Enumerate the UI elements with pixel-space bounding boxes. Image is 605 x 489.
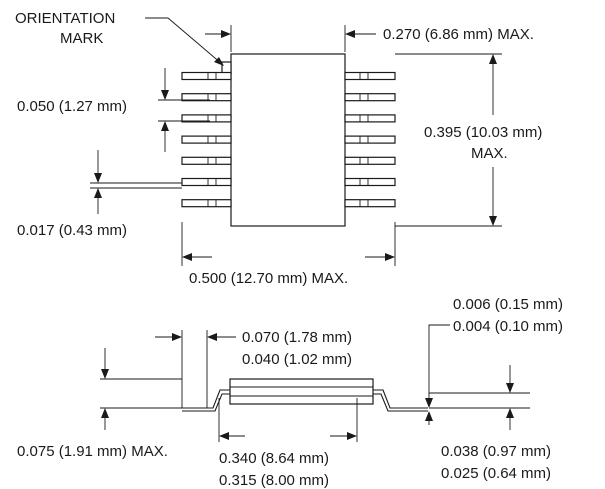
body-span-label-line2: 0.315 (8.00 mm) bbox=[219, 472, 329, 489]
side-view: 0.075 (1.91 mm) MAX. 0.070 (1.78 mm) 0.0… bbox=[17, 296, 563, 489]
body-height-dimension bbox=[155, 333, 236, 341]
body-width-label: 0.270 (6.86 mm) MAX. bbox=[383, 26, 534, 43]
foot-length-label-line1: 0.038 (0.97 mm) bbox=[441, 443, 551, 460]
lead-left-2 bbox=[181, 93, 232, 102]
lead-right-1 bbox=[344, 71, 396, 81]
lead-right-6 bbox=[344, 177, 396, 187]
body-span-label-line1: 0.340 (8.64 mm) bbox=[219, 450, 329, 467]
lead-pitch-dimension bbox=[158, 68, 210, 152]
body-height-label-line2: 0.040 (1.02 mm) bbox=[242, 351, 352, 368]
orientation-mark-label-line2: MARK bbox=[60, 30, 103, 47]
body-span-dimension bbox=[218, 398, 358, 442]
overall-width-dimension bbox=[181, 222, 396, 266]
foot-length-label-line2: 0.025 (0.64 mm) bbox=[441, 465, 551, 482]
lead-left-5 bbox=[181, 156, 232, 165]
top-view: ORIENTATION MARK 0.270 (6.86 mm) MAX. 0.… bbox=[15, 10, 542, 287]
body-width-dimension bbox=[205, 25, 376, 52]
lead-left-3 bbox=[181, 114, 232, 123]
foot-length-dimension bbox=[429, 365, 530, 430]
seated-height-dimension bbox=[101, 348, 109, 430]
package-body-top bbox=[230, 53, 346, 227]
lead-width-label: 0.017 (0.43 mm) bbox=[17, 222, 127, 239]
lead-right-3 bbox=[344, 114, 396, 123]
body-height-label-line1: 0.070 (1.78 mm) bbox=[242, 329, 352, 346]
lead-left-4 bbox=[181, 135, 232, 144]
lead-right-2 bbox=[344, 93, 396, 102]
body-length-label-line2: MAX. bbox=[471, 145, 508, 162]
orientation-mark-leader bbox=[145, 17, 224, 66]
lead-right-7 bbox=[344, 199, 396, 208]
lead-width-dimension bbox=[90, 150, 182, 214]
left-gull-wing-lead bbox=[182, 389, 230, 412]
lead-left-6 bbox=[181, 177, 232, 187]
right-leads bbox=[344, 71, 396, 208]
right-gull-wing-lead bbox=[373, 389, 428, 412]
body-length-label-line1: 0.395 (10.03 mm) bbox=[424, 124, 542, 141]
lead-pitch-label: 0.050 (1.27 mm) bbox=[17, 98, 127, 115]
lead-left-1 bbox=[181, 71, 232, 81]
orientation-mark-label-line1: ORIENTATION bbox=[15, 10, 115, 27]
lead-thickness-label-line2: 0.004 (0.10 mm) bbox=[453, 318, 563, 335]
lead-thickness-label-line1: 0.006 (0.15 mm) bbox=[453, 296, 563, 313]
seated-height-label: 0.075 (1.91 mm) MAX. bbox=[17, 443, 168, 460]
package-body-side bbox=[229, 378, 374, 405]
overall-width-label: 0.500 (12.70 mm) MAX. bbox=[189, 270, 348, 287]
body-length-dimension bbox=[395, 53, 502, 227]
left-leads bbox=[181, 71, 232, 208]
lead-right-4 bbox=[344, 135, 396, 144]
lead-left-7 bbox=[181, 199, 232, 208]
lead-right-5 bbox=[344, 156, 396, 165]
lead-thickness-dimension bbox=[425, 324, 450, 425]
